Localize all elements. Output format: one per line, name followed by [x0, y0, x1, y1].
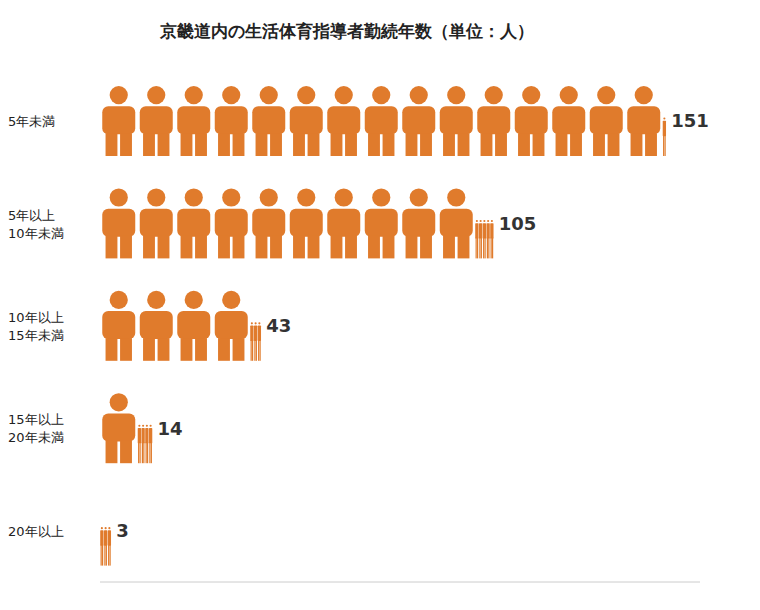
svg-text:105: 105	[499, 213, 537, 234]
svg-text:20年以上: 20年以上	[8, 524, 64, 539]
svg-text:5年以上10年未満: 5年以上10年未満	[8, 208, 64, 241]
svg-text:14: 14	[158, 418, 183, 439]
svg-text:43: 43	[266, 315, 291, 336]
html-text:京畿道内の生活体育指導者勤続年数（単位：人）: 京畿道内の生活体育指導者勤続年数（単位：人）	[160, 21, 534, 41]
svg-text:151: 151	[671, 110, 709, 131]
svg-text:15年以上20年未満: 15年以上20年未満	[8, 412, 64, 445]
svg-text:10年以上15年未満: 10年以上15年未満	[8, 310, 64, 343]
svg-text:5年未満: 5年未満	[8, 114, 55, 129]
svg-text:3: 3	[116, 520, 129, 541]
